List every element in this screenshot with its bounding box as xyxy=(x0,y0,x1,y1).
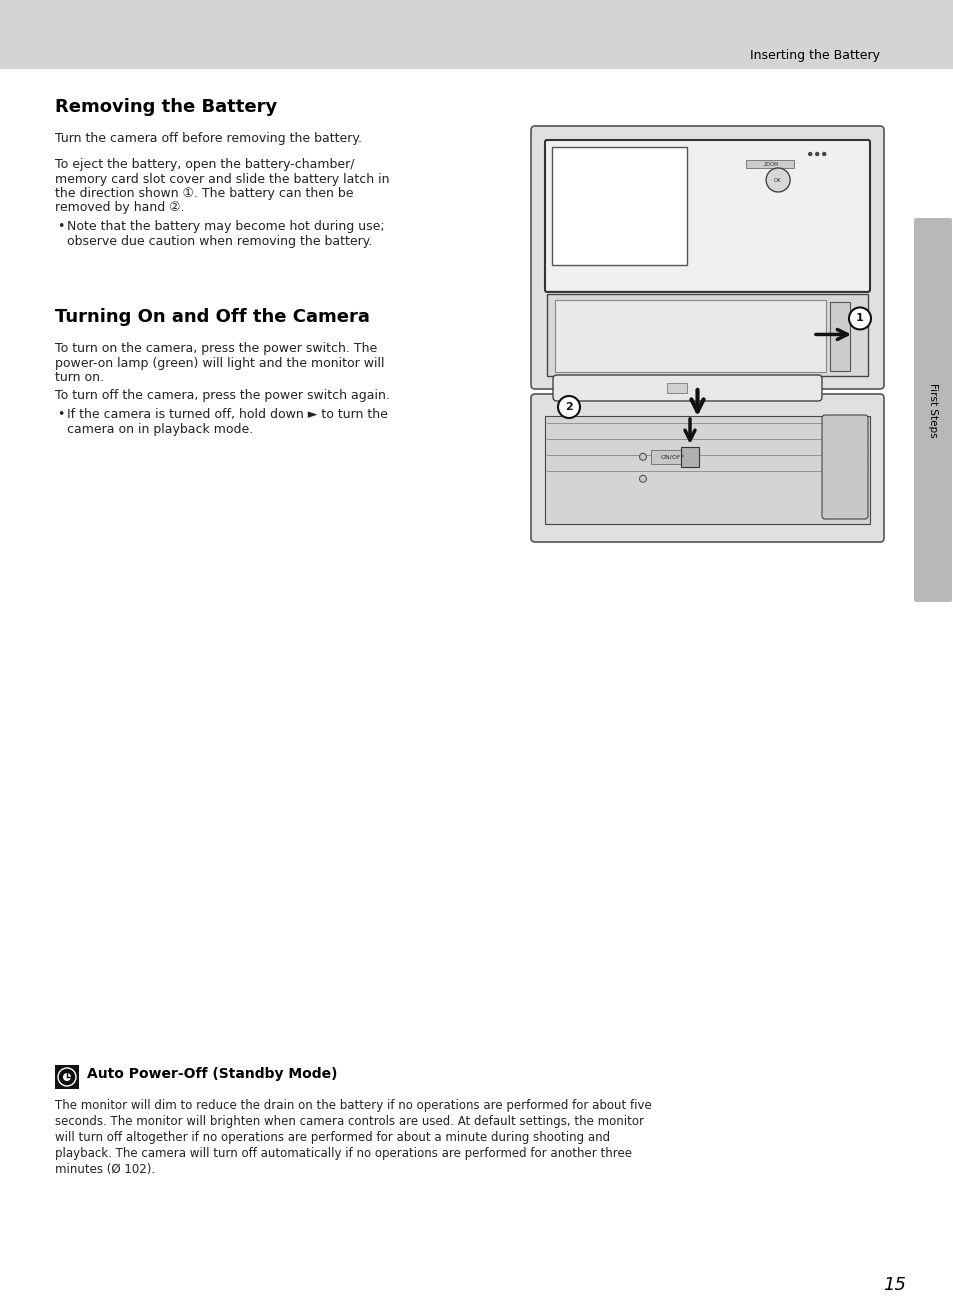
Text: turn on.: turn on. xyxy=(55,371,104,384)
Bar xyxy=(552,147,686,265)
FancyBboxPatch shape xyxy=(531,394,883,541)
Circle shape xyxy=(821,152,825,155)
Circle shape xyxy=(639,453,646,460)
FancyBboxPatch shape xyxy=(531,126,883,389)
Text: To eject the battery, open the battery-chamber/: To eject the battery, open the battery-c… xyxy=(55,158,355,171)
Text: •: • xyxy=(57,219,64,233)
Text: camera on in playback mode.: camera on in playback mode. xyxy=(67,423,253,435)
Text: First Steps: First Steps xyxy=(927,382,937,438)
Bar xyxy=(546,294,867,376)
Text: Turning On and Off the Camera: Turning On and Off the Camera xyxy=(55,307,370,326)
Circle shape xyxy=(765,168,789,192)
Bar xyxy=(55,1066,79,1089)
Text: seconds. The monitor will brighten when camera controls are used. At default set: seconds. The monitor will brighten when … xyxy=(55,1116,643,1127)
Text: removed by hand ②.: removed by hand ②. xyxy=(55,201,184,214)
Text: 2: 2 xyxy=(564,402,572,413)
Text: power-on lamp (green) will light and the monitor will: power-on lamp (green) will light and the… xyxy=(55,356,384,369)
FancyBboxPatch shape xyxy=(821,415,867,519)
Text: minutes (Ø 102).: minutes (Ø 102). xyxy=(55,1163,155,1176)
Bar xyxy=(745,160,793,168)
FancyBboxPatch shape xyxy=(913,218,951,602)
Bar xyxy=(650,449,695,464)
Text: Inserting the Battery: Inserting the Battery xyxy=(749,49,879,62)
Text: To turn on the camera, press the power switch. The: To turn on the camera, press the power s… xyxy=(55,342,376,355)
Bar xyxy=(0,0,953,68)
Circle shape xyxy=(848,307,870,330)
Circle shape xyxy=(558,396,579,418)
Circle shape xyxy=(63,1074,71,1081)
Text: Removing the Battery: Removing the Battery xyxy=(55,99,277,116)
Text: 15: 15 xyxy=(882,1276,905,1294)
Text: playback. The camera will turn off automatically if no operations are performed : playback. The camera will turn off autom… xyxy=(55,1147,631,1160)
Text: OK: OK xyxy=(774,177,781,183)
Text: Auto Power-Off (Standby Mode): Auto Power-Off (Standby Mode) xyxy=(87,1067,337,1081)
Bar xyxy=(555,300,825,372)
FancyBboxPatch shape xyxy=(544,141,869,292)
Text: the direction shown ①. The battery can then be: the direction shown ①. The battery can t… xyxy=(55,187,354,200)
Text: 1: 1 xyxy=(855,314,863,323)
Bar xyxy=(667,382,687,393)
Text: ON/OFF: ON/OFF xyxy=(660,455,684,460)
Text: memory card slot cover and slide the battery latch in: memory card slot cover and slide the bat… xyxy=(55,172,389,185)
Bar xyxy=(829,302,849,371)
Text: Turn the camera off before removing the battery.: Turn the camera off before removing the … xyxy=(55,131,361,145)
Circle shape xyxy=(639,476,646,482)
Bar xyxy=(680,447,699,466)
FancyBboxPatch shape xyxy=(553,374,821,401)
Text: If the camera is turned off, hold down ► to turn the: If the camera is turned off, hold down ►… xyxy=(67,409,388,420)
Text: observe due caution when removing the battery.: observe due caution when removing the ba… xyxy=(67,234,372,247)
Text: The monitor will dim to reduce the drain on the battery if no operations are per: The monitor will dim to reduce the drain… xyxy=(55,1099,651,1112)
Circle shape xyxy=(58,1068,76,1085)
Circle shape xyxy=(815,152,818,155)
Text: •: • xyxy=(57,409,64,420)
Text: To turn off the camera, press the power switch again.: To turn off the camera, press the power … xyxy=(55,389,390,402)
Text: will turn off altogether if no operations are performed for about a minute durin: will turn off altogether if no operation… xyxy=(55,1131,610,1144)
Circle shape xyxy=(808,152,811,155)
Text: ►: ► xyxy=(837,331,841,338)
Text: Note that the battery may become hot during use;: Note that the battery may become hot dur… xyxy=(67,219,384,233)
Bar xyxy=(544,417,869,524)
Text: ZOOM: ZOOM xyxy=(763,162,779,167)
